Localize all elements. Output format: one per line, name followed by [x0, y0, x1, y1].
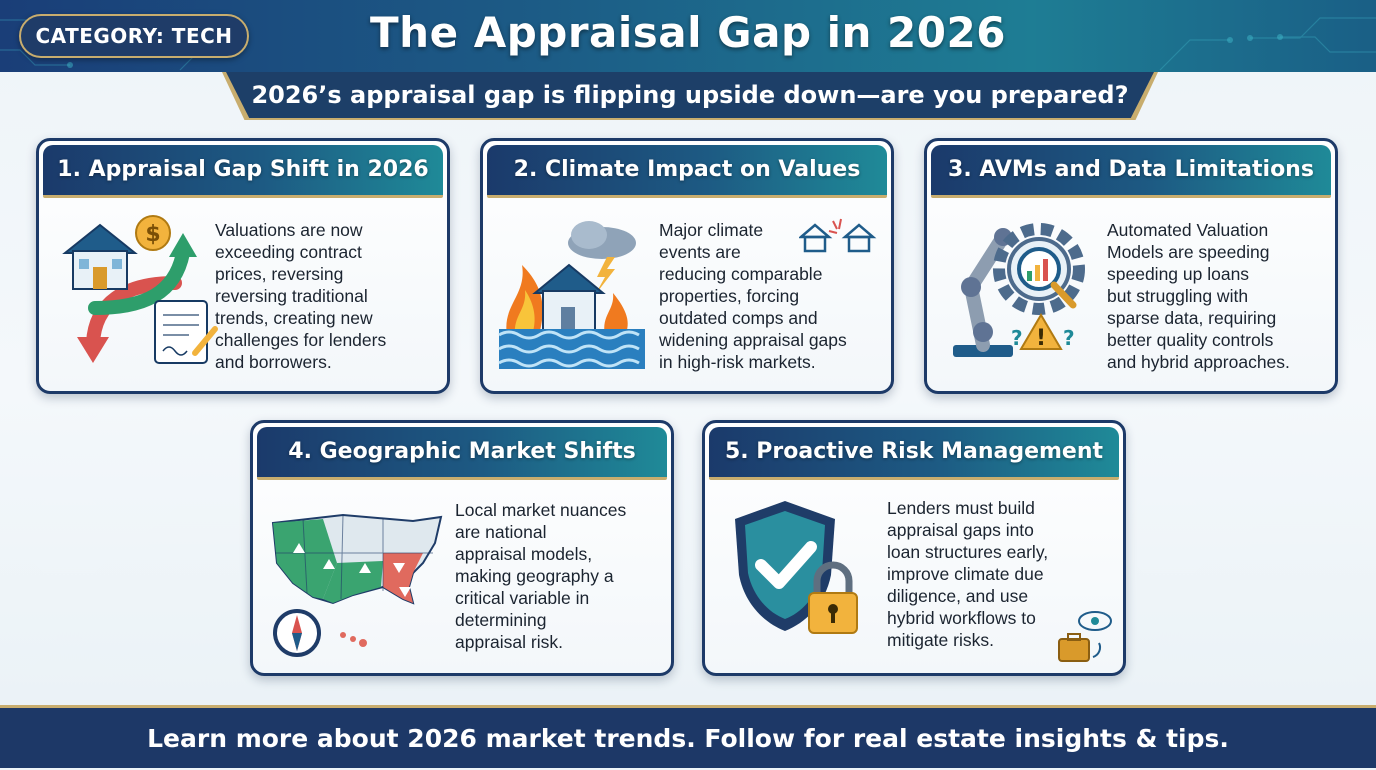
svg-text:!: ! [1036, 326, 1046, 351]
card-header: 2. Climate Impact on Values [487, 145, 887, 198]
card-title: 5. Proactive Risk Management [724, 439, 1104, 464]
card-header: 1. Appraisal Gap Shift in 2026 [43, 145, 443, 198]
house-fire-flood-icon [498, 221, 645, 369]
footer-call-to-action: Learn more about 2026 market trends. Fol… [147, 724, 1229, 753]
card-description: Automated Valuation Models are speeding s… [1107, 220, 1290, 372]
card-description: Valuations are now exceeding contract pri… [215, 220, 387, 372]
card-appraisal-gap-shift: 1. Appraisal Gap Shift in 2026 $ Valuati… [36, 138, 450, 394]
shield-lock-icon [735, 501, 858, 634]
card-title: 3. AVMs and Data Limitations [948, 157, 1314, 182]
svg-text:$: $ [145, 222, 160, 247]
card-avms-data-limitations: 3. AVMs and Data Limitations ! ? ? Autom… [924, 138, 1338, 394]
subtitle-band [226, 72, 1154, 118]
svg-text:?: ? [1063, 326, 1075, 350]
card-title: 1. Appraisal Gap Shift in 2026 [57, 157, 429, 182]
briefcase-cloud-icon [1058, 611, 1112, 662]
card-title: 2. Climate Impact on Values [513, 157, 861, 182]
footer-banner: Learn more about 2026 market trends. Fol… [0, 705, 1376, 768]
card-header: 4. Geographic Market Shifts [257, 427, 667, 480]
card-header: 3. AVMs and Data Limitations [931, 145, 1331, 198]
card-header: 5. Proactive Risk Management [709, 427, 1119, 480]
card-geographic-market-shifts: 4. Geographic Market Shifts Local market… [250, 420, 674, 676]
robot-arm-gear-icon: ! ? ? [953, 223, 1085, 357]
card-description: Lenders must build appraisal gaps into lo… [887, 498, 1049, 650]
broken-houses-icon [799, 218, 877, 253]
us-map-compass-icon [271, 513, 443, 657]
card-description: Local market nuances are national apprais… [455, 500, 627, 652]
page-subtitle: 2026’s appraisal gap is flipping upside … [251, 81, 1129, 109]
category-badge: CATEGORY: TECH [19, 14, 249, 58]
header-banner: CATEGORY: TECH The Appraisal Gap in 2026 [0, 0, 1376, 72]
house-dollar-arrows-icon: $ [62, 215, 218, 364]
card-climate-impact: 2. Climate Impact on Values Major climat… [480, 138, 894, 394]
page-title: The Appraisal Gap in 2026 [370, 8, 1006, 57]
card-description: Major climate events are reducing compara… [659, 220, 847, 372]
svg-text:?: ? [1011, 326, 1023, 350]
card-proactive-risk-management: 5. Proactive Risk Management Lenders mus… [702, 420, 1126, 676]
card-title: 4. Geographic Market Shifts [288, 439, 636, 464]
